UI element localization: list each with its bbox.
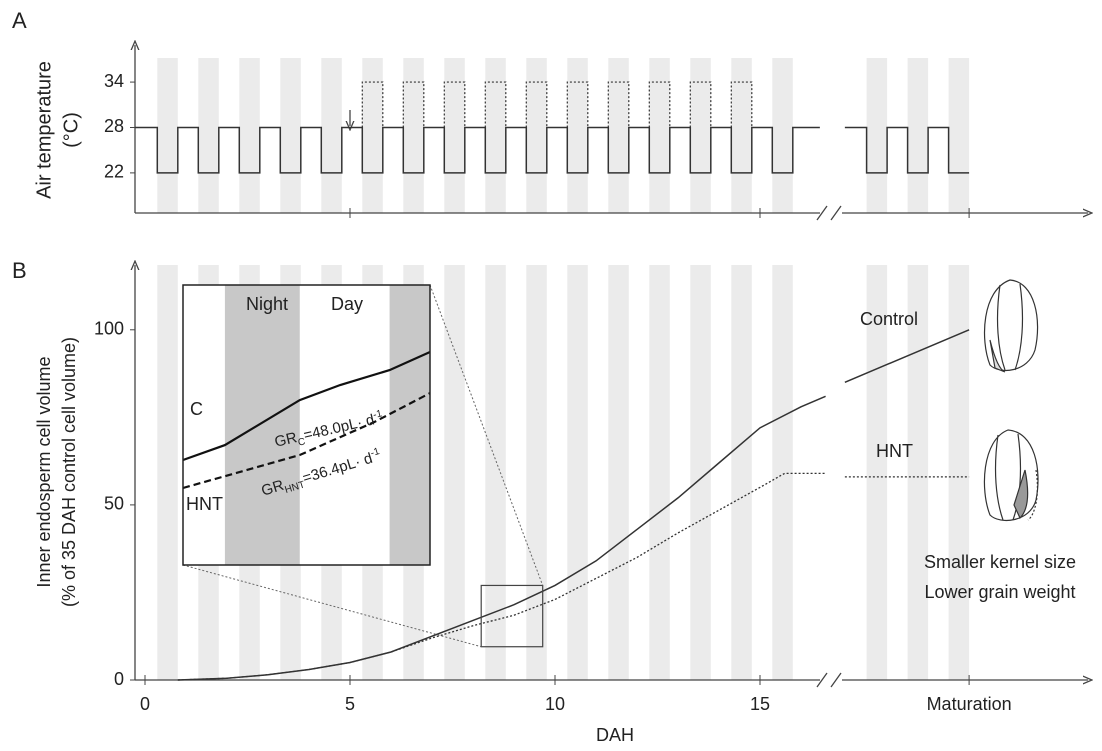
night-stripe bbox=[198, 58, 219, 213]
night-stripe bbox=[157, 265, 178, 680]
annotation: Lower grain weight bbox=[924, 582, 1075, 602]
night-stripe bbox=[772, 265, 793, 680]
kernel-illustration bbox=[984, 280, 1038, 520]
y-tick-label: 100 bbox=[94, 319, 124, 339]
night-stripe bbox=[403, 58, 424, 213]
series-label: HNT bbox=[876, 441, 913, 461]
inset-label: C bbox=[190, 399, 203, 419]
x-tick-label: 10 bbox=[545, 694, 565, 714]
night-stripe bbox=[485, 58, 506, 213]
x-axis-label: DAH bbox=[596, 725, 634, 745]
night-stripe bbox=[949, 265, 970, 680]
x-tick-label: Maturation bbox=[927, 694, 1012, 714]
night-stripe bbox=[731, 58, 752, 213]
night-stripe bbox=[157, 58, 178, 213]
x-tick-label: 5 bbox=[345, 694, 355, 714]
inset-night bbox=[225, 285, 300, 565]
night-stripe bbox=[731, 265, 752, 680]
night-stripe bbox=[608, 265, 629, 680]
night-stripe bbox=[239, 58, 259, 213]
night-stripe bbox=[772, 58, 793, 213]
night-stripe bbox=[949, 58, 970, 213]
night-stripe bbox=[526, 58, 547, 213]
night-stripe bbox=[444, 265, 465, 680]
inset-label: HNT bbox=[186, 494, 223, 514]
y-axis-label: Air temperature bbox=[33, 61, 55, 199]
x-tick-label: 0 bbox=[140, 694, 150, 714]
temperature-line bbox=[135, 127, 820, 172]
panel-label: A bbox=[12, 8, 27, 33]
night-stripe bbox=[690, 58, 711, 213]
figure: A B Air temperature (°C) Inner endosperm… bbox=[0, 0, 1102, 751]
x-tick-label: 15 bbox=[750, 694, 770, 714]
y-tick-label: 22 bbox=[104, 162, 124, 182]
panel-label: B bbox=[12, 258, 27, 283]
y-axis-label: (% of 35 DAH control cell volume) bbox=[59, 337, 79, 607]
series-label: Control bbox=[860, 309, 918, 329]
page: {"chart_data": [ {"type": "step", "label… bbox=[0, 0, 1102, 751]
night-stripe bbox=[280, 58, 301, 213]
night-stripe bbox=[567, 265, 588, 680]
y-tick-label: 50 bbox=[104, 494, 124, 514]
night-stripe bbox=[444, 58, 465, 213]
inset-night bbox=[390, 285, 430, 565]
night-stripe bbox=[608, 58, 629, 213]
night-stripe bbox=[567, 58, 588, 213]
night-stripe bbox=[867, 58, 888, 213]
y-axis-label: (°C) bbox=[60, 112, 82, 148]
night-stripe bbox=[649, 265, 670, 680]
y-tick-label: 28 bbox=[104, 116, 124, 136]
night-stripe bbox=[649, 58, 670, 213]
y-axis-label: Inner endosperm cell volume bbox=[34, 356, 54, 587]
annotation: Smaller kernel size bbox=[924, 552, 1076, 572]
y-tick-label: 34 bbox=[104, 71, 124, 91]
night-stripe bbox=[908, 58, 929, 213]
inset-label: Night bbox=[246, 294, 288, 314]
y-tick-label: 0 bbox=[114, 669, 124, 689]
night-stripe bbox=[526, 265, 547, 680]
night-stripe bbox=[362, 58, 383, 213]
inset-label: Day bbox=[331, 294, 363, 314]
night-stripe bbox=[321, 58, 342, 213]
